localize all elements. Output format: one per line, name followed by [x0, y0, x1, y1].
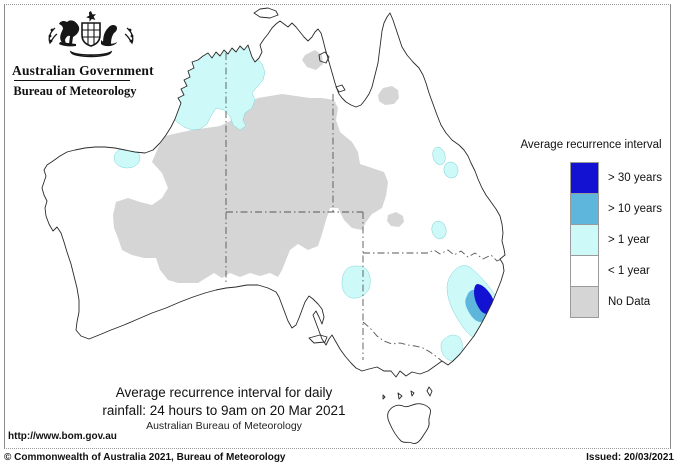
state-borders	[225, 53, 502, 363]
header-divider	[14, 80, 130, 81]
copyright-text: © Commonwealth of Australia 2021, Bureau…	[4, 452, 286, 463]
legend-title: Average recurrence interval	[520, 139, 662, 151]
agency-title: Bureau of Meteorology	[13, 84, 137, 98]
caption-line-3: Australian Bureau of Meteorology	[146, 420, 302, 432]
legend-item: > 30 years	[570, 162, 662, 194]
tasmania-outline	[387, 403, 431, 444]
no-data-region	[113, 50, 404, 283]
legend-swatch-nodata	[570, 286, 599, 318]
government-title: Australian Government	[12, 63, 154, 78]
legend: > 30 years > 10 years > 1 year < 1 year …	[570, 162, 662, 318]
legend-swatch-gt30	[570, 162, 599, 194]
legend-swatch-lt1	[570, 255, 599, 287]
legend-swatch-gt10	[570, 193, 599, 225]
caption-line-2: rainfall: 24 hours to 9am on 20 Mar 2021	[102, 403, 346, 418]
kangaroo-island	[308, 334, 328, 344]
legend-item: < 1 year	[570, 255, 662, 287]
bass-strait-islands	[382, 386, 433, 400]
mornington-island	[335, 84, 346, 93]
gt-30-years-region	[474, 284, 495, 314]
legend-label: > 10 years	[608, 203, 663, 215]
coastline	[41, 7, 506, 444]
map-caption: Average recurrence interval for daily ra…	[78, 384, 370, 433]
legend-swatch-gt1	[570, 224, 599, 256]
legend-item: No Data	[570, 286, 662, 318]
legend-item: > 1 year	[570, 224, 662, 256]
legend-item: > 10 years	[570, 193, 662, 225]
issued-date: Issued: 20/03/2021	[586, 452, 674, 463]
bom-url: http://www.bom.gov.au	[8, 431, 117, 442]
legend-label: < 1 year	[608, 265, 650, 277]
legend-label: No Data	[608, 296, 651, 308]
groote-eylandt	[318, 51, 330, 64]
melville-island	[253, 7, 279, 19]
legend-label: > 30 years	[608, 172, 663, 184]
coat-of-arms-icon	[48, 11, 134, 58]
legend-label: > 1 year	[608, 234, 650, 246]
caption-line-1: Average recurrence interval for daily	[115, 385, 333, 400]
